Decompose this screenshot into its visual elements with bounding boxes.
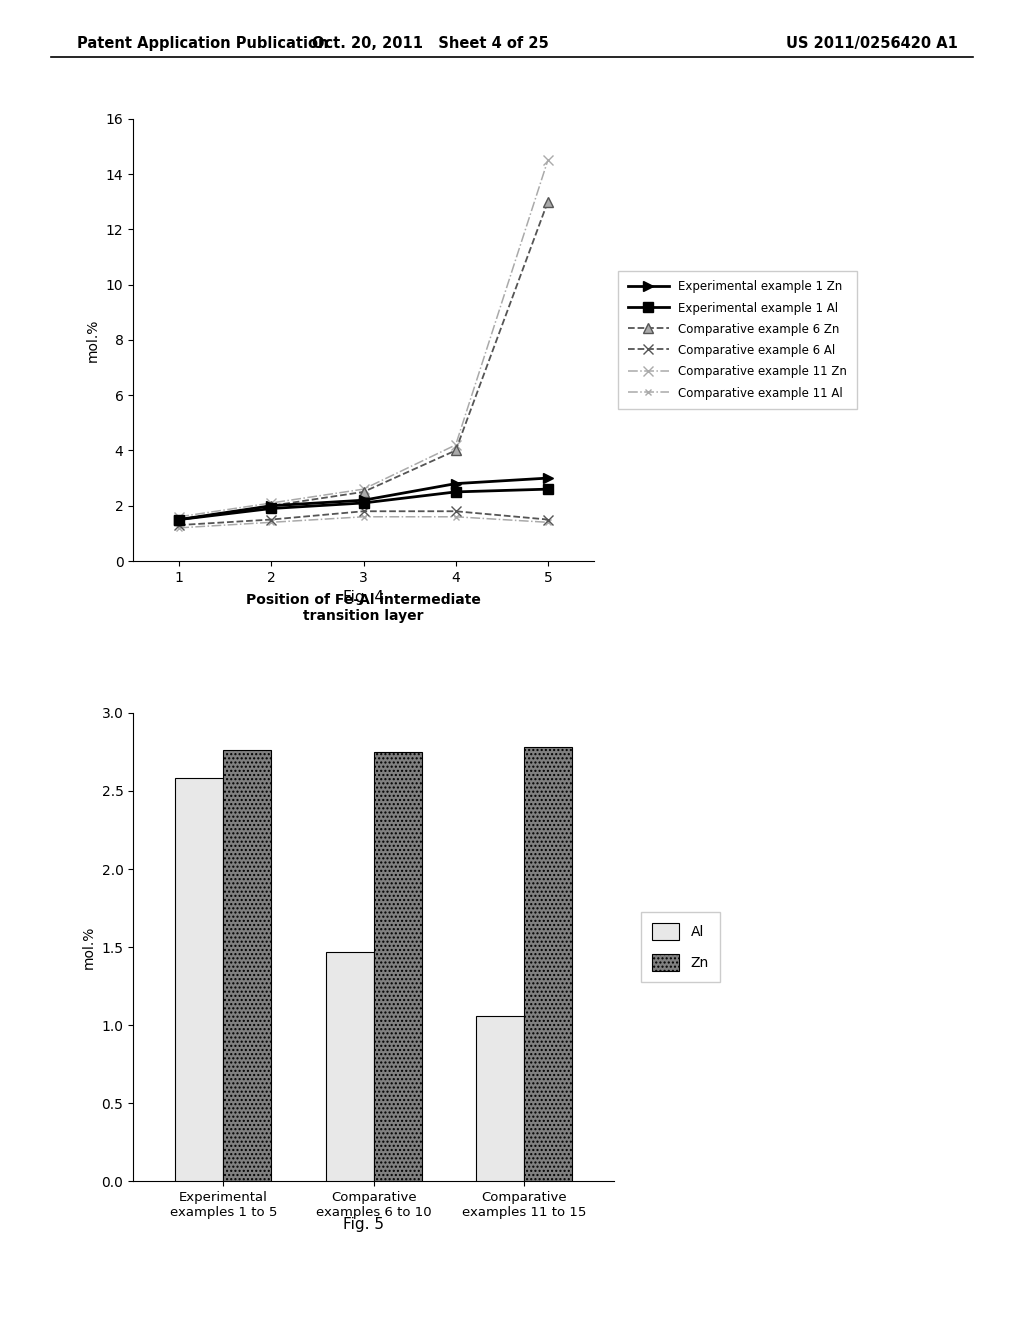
- Comparative example 11 Zn: [450, 437, 462, 453]
- Bar: [524, 747, 572, 1181]
- Text: Fig. 4: Fig. 4: [343, 590, 384, 605]
- Comparative example 6 Zn: [265, 498, 278, 513]
- Bar: [476, 1016, 524, 1181]
- Line: Experimental example 1 Zn: Experimental example 1 Zn: [174, 474, 553, 524]
- Text: Oct. 20, 2011   Sheet 4 of 25: Oct. 20, 2011 Sheet 4 of 25: [311, 36, 549, 50]
- Bar: [175, 779, 223, 1181]
- Experimental example 1 Al: [265, 500, 278, 516]
- Comparative example 6 Al: [450, 503, 462, 519]
- Comparative example 11 Zn: [357, 482, 370, 498]
- Y-axis label: mol.%: mol.%: [82, 925, 96, 969]
- Comparative example 11 Al: [173, 520, 185, 536]
- Experimental example 1 Al: [542, 482, 554, 498]
- Text: US 2011/0256420 A1: US 2011/0256420 A1: [785, 36, 957, 50]
- Comparative example 6 Zn: [542, 194, 554, 210]
- Experimental example 1 Al: [173, 512, 185, 528]
- Comparative example 6 Zn: [173, 512, 185, 528]
- X-axis label: Position of Fe-Al intermediate
transition layer: Position of Fe-Al intermediate transitio…: [246, 593, 481, 623]
- Comparative example 6 Al: [542, 512, 554, 528]
- Comparative example 6 Al: [357, 503, 370, 519]
- Bar: [223, 750, 271, 1181]
- Comparative example 6 Al: [173, 517, 185, 533]
- Experimental example 1 Zn: [542, 470, 554, 486]
- Experimental example 1 Zn: [173, 512, 185, 528]
- Bar: [326, 952, 374, 1181]
- Comparative example 11 Zn: [542, 152, 554, 168]
- Comparative example 11 Al: [450, 510, 462, 525]
- Experimental example 1 Zn: [450, 475, 462, 491]
- Text: Fig. 5: Fig. 5: [343, 1217, 384, 1232]
- Line: Experimental example 1 Al: Experimental example 1 Al: [174, 484, 553, 524]
- Text: Patent Application Publication: Patent Application Publication: [77, 36, 329, 50]
- Experimental example 1 Al: [357, 495, 370, 511]
- Comparative example 11 Al: [542, 515, 554, 531]
- Bar: [374, 752, 422, 1181]
- Comparative example 11 Zn: [173, 510, 185, 525]
- Experimental example 1 Al: [450, 484, 462, 500]
- Legend: Experimental example 1 Zn, Experimental example 1 Al, Comparative example 6 Zn, : Experimental example 1 Zn, Experimental …: [618, 271, 857, 409]
- Comparative example 6 Al: [265, 512, 278, 528]
- Comparative example 6 Zn: [357, 484, 370, 500]
- Comparative example 11 Al: [265, 515, 278, 531]
- Line: Comparative example 6 Zn: Comparative example 6 Zn: [174, 197, 553, 524]
- Experimental example 1 Zn: [357, 492, 370, 508]
- Y-axis label: mol.%: mol.%: [86, 318, 100, 362]
- Comparative example 11 Al: [357, 510, 370, 525]
- Line: Comparative example 11 Zn: Comparative example 11 Zn: [174, 156, 553, 521]
- Comparative example 6 Zn: [450, 442, 462, 458]
- Legend: Al, Zn: Al, Zn: [641, 912, 720, 982]
- Line: Comparative example 11 Al: Comparative example 11 Al: [176, 513, 551, 532]
- Line: Comparative example 6 Al: Comparative example 6 Al: [174, 507, 553, 529]
- Comparative example 11 Zn: [265, 495, 278, 511]
- Experimental example 1 Zn: [265, 498, 278, 513]
